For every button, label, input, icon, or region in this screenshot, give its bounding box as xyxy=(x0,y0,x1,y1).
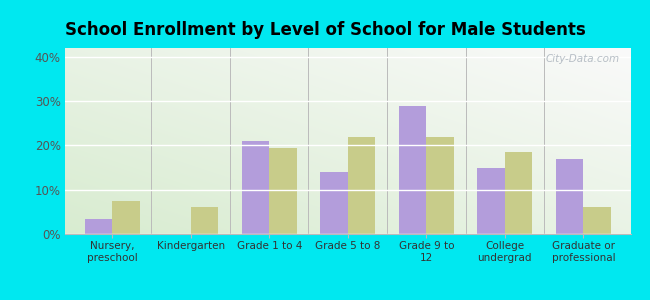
Bar xyxy=(399,106,426,234)
Bar xyxy=(348,136,375,234)
Bar xyxy=(556,159,584,234)
Bar xyxy=(477,168,505,234)
Bar xyxy=(84,218,112,234)
Bar xyxy=(426,136,454,234)
Bar xyxy=(584,207,611,234)
Bar xyxy=(190,207,218,234)
Bar xyxy=(242,141,269,234)
Bar xyxy=(269,148,296,234)
Text: City-Data.com: City-Data.com xyxy=(545,54,619,64)
Bar xyxy=(112,201,140,234)
Text: School Enrollment by Level of School for Male Students: School Enrollment by Level of School for… xyxy=(64,21,586,39)
Bar xyxy=(320,172,348,234)
Bar xyxy=(505,152,532,234)
